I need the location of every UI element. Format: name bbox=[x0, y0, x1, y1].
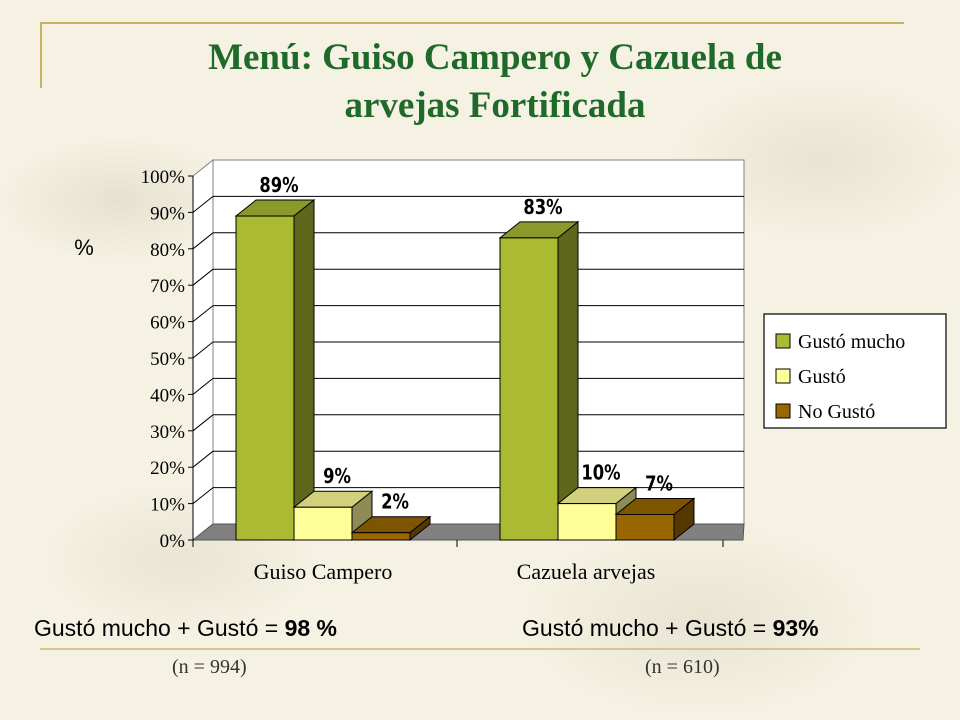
bar-chart: 0% 10% 20% 30% 40% 50% 60% 70% 80% 90% 100%% Guiso … bbox=[74, 158, 947, 584]
gridline-side bbox=[192, 305, 214, 322]
y-tick-label: 50% bbox=[150, 349, 185, 370]
bar bbox=[614, 497, 696, 542]
bar-side bbox=[293, 198, 315, 542]
y-tick-label: 10% bbox=[150, 495, 185, 516]
y-tick-label: 70% bbox=[150, 276, 185, 297]
title-line-2: arvejas Fortificada bbox=[344, 85, 646, 126]
gridline-side bbox=[192, 196, 214, 213]
x-tick-label: Cazuela arvejas bbox=[517, 559, 656, 584]
bar-front bbox=[557, 503, 617, 541]
bar bbox=[234, 198, 316, 542]
gridline-side bbox=[192, 450, 214, 468]
data-label: 83% bbox=[523, 196, 562, 219]
gridline-side bbox=[192, 414, 214, 432]
bar bbox=[498, 220, 580, 542]
x-tick-label: Guiso Campero bbox=[254, 559, 393, 584]
title-line-1: Menú: Guiso Campero y Cazuela de bbox=[208, 37, 782, 78]
y-tick-label: 60% bbox=[150, 313, 185, 334]
bar-front bbox=[293, 506, 353, 541]
summary-cazuela-prefix: Gustó mucho + Gustó = bbox=[522, 615, 773, 641]
legend-box bbox=[763, 313, 947, 429]
legend-swatch bbox=[775, 368, 791, 384]
gridline-side bbox=[192, 487, 214, 504]
y-axis-label: % bbox=[74, 235, 94, 260]
summary-guiso: Gustó mucho + Gustó = 98 % bbox=[34, 615, 337, 642]
bar bbox=[350, 515, 432, 542]
bar-front bbox=[235, 215, 295, 541]
legend-label: No Gustó bbox=[798, 401, 875, 423]
n-cazuela: (n = 610) bbox=[645, 656, 720, 678]
data-label: 10% bbox=[581, 462, 620, 485]
summary-guiso-value: 98 % bbox=[284, 615, 338, 641]
title-frame-top bbox=[40, 22, 904, 24]
data-label: 7% bbox=[645, 473, 673, 496]
gridline-side bbox=[192, 268, 214, 286]
gridline-side bbox=[192, 341, 214, 359]
bottom-rule bbox=[40, 648, 920, 650]
bar bbox=[292, 490, 374, 542]
y-tick-label: 20% bbox=[150, 458, 185, 479]
title-frame-left bbox=[40, 22, 42, 88]
slide-title: Menú: Guiso Campero y Cazuela de arvejas… bbox=[60, 34, 930, 130]
y-tick-label: 0% bbox=[160, 531, 186, 552]
bar-front bbox=[499, 237, 559, 541]
data-label: 9% bbox=[323, 466, 351, 489]
legend-label: Gustó bbox=[798, 366, 846, 388]
bar-front bbox=[351, 532, 411, 541]
bar-front bbox=[615, 514, 675, 541]
y-tick-label: 30% bbox=[150, 422, 185, 443]
summary-cazuela-value: 93% bbox=[772, 615, 819, 641]
y-tick-label: 80% bbox=[150, 240, 185, 261]
y-tick-label: 90% bbox=[150, 203, 185, 224]
y-tick-label: 40% bbox=[150, 385, 185, 406]
n-guiso: (n = 994) bbox=[172, 656, 247, 678]
gridline-side bbox=[192, 232, 214, 250]
y-tick-label: 100% bbox=[141, 167, 186, 188]
data-label: 89% bbox=[259, 175, 298, 198]
legend-label: Gustó mucho bbox=[798, 331, 905, 353]
legend-swatch bbox=[775, 403, 791, 419]
gridline-side bbox=[192, 378, 214, 395]
legend-swatch bbox=[775, 333, 791, 349]
summary-guiso-prefix: Gustó mucho + Gustó = bbox=[34, 615, 285, 641]
data-label: 2% bbox=[381, 491, 409, 514]
summary-cazuela: Gustó mucho + Gustó = 93% bbox=[522, 615, 819, 642]
